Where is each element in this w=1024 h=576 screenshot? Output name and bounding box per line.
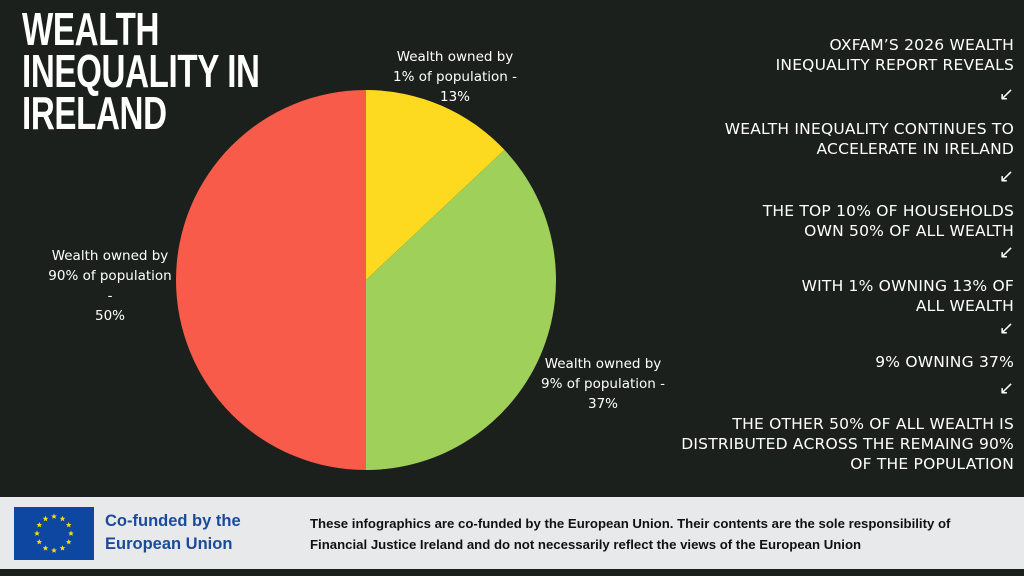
flag-star (68, 530, 74, 536)
slice-label: Wealth owned by 90% of population - 50% (45, 246, 175, 326)
funder: Co-funded by the European Union (105, 512, 241, 553)
footer: Co-funded by the European Union These in… (0, 497, 1024, 569)
pie-slice (366, 149, 556, 471)
flag-star (65, 539, 72, 545)
arrow-icon: ↙ (998, 84, 1014, 105)
slice-value: 37% (587, 396, 618, 412)
flag-star (42, 515, 49, 522)
pie-slice (176, 90, 366, 470)
arrow-icon: ↙ (998, 378, 1014, 399)
eu-flag (14, 507, 94, 560)
slice-category: Wealth owned by 90% of population - (48, 248, 172, 304)
flag-star (42, 545, 49, 551)
flag-star (34, 530, 40, 536)
slice-label: Wealth owned by 1% of population - 13% (388, 47, 522, 107)
statement: THE TOP 10% OF HOUSEHOLDS OWN 50% OF ALL… (762, 202, 1014, 240)
slice-label: Wealth owned by 9% of population - 37% (536, 354, 670, 414)
slice-value: 13% (439, 89, 470, 105)
statement: THE OTHER 50% OF ALL WEALTH IS DISTRIBUT… (681, 415, 1014, 473)
statement: 9% OWNING 37% (875, 353, 1014, 371)
arrow-icon: ↙ (998, 166, 1014, 187)
flag-star (36, 539, 43, 545)
slice-category: Wealth owned by 1% of population - (392, 49, 517, 85)
arrow-icon: ↙ (998, 318, 1014, 339)
slice-category: Wealth owned by 9% of population - (540, 356, 665, 392)
statement: WEALTH INEQUALITY CONTINUES TO ACCELERAT… (724, 120, 1014, 158)
flag-star (65, 522, 72, 528)
flag-star (36, 522, 43, 528)
flag-star (59, 545, 66, 551)
chart-title: WEALTH INEQUALITY IN IRELAND (22, 3, 260, 139)
statement: OXFAM’S 2026 WEALTH INEQUALITY REPORT RE… (775, 36, 1014, 74)
slice-value: 50% (94, 308, 125, 324)
statement: WITH 1% OWNING 13% OF ALL WEALTH (801, 277, 1014, 315)
flag-star (51, 513, 57, 519)
flag-star (59, 515, 66, 522)
flag-star (51, 547, 57, 553)
pie-slice (366, 90, 505, 280)
arrow-icon: ↙ (998, 242, 1014, 263)
disclaimer: These infographics are co-funded by the … (310, 516, 951, 552)
